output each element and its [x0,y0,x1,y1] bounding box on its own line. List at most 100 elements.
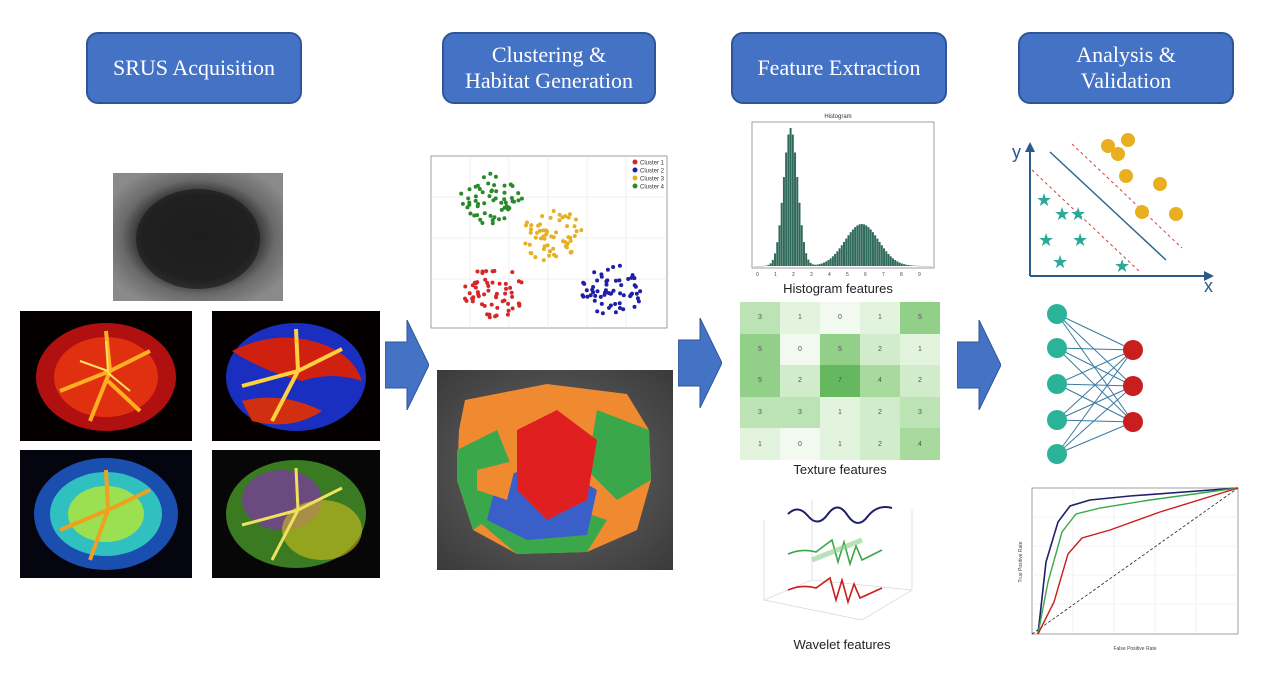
histogram-bar [787,134,790,266]
texture-cell: 1 [820,428,860,460]
texture-cell: 7 [820,365,860,397]
nn-edge [1056,347,1134,351]
scatter-point [503,281,508,286]
stage-box-clustering: Clustering & Habitat Generation [442,32,656,104]
scatter-point [463,296,467,301]
scatter-point [476,292,481,297]
scatter-point [481,175,486,180]
histogram-bar [785,152,788,266]
scatter-point [567,212,572,217]
histogram-bar [771,259,774,266]
scatter-point [489,302,494,307]
scatter-point [545,243,550,248]
scatter-point [509,196,514,200]
scatter-point [538,222,542,227]
srus-density-map [20,311,192,441]
histogram-bar [858,224,861,266]
histogram-bar [838,248,841,266]
scatter-point [551,246,556,251]
scatter-point [495,305,500,310]
histogram-plot: Histogram 0 1 2 3 4 5 6 7 8 9 [736,110,940,280]
nn-edge [1056,349,1134,385]
scatter-point [486,288,491,293]
scatter-point [634,291,639,296]
histogram-bar [905,264,908,266]
scatter-point [572,234,577,238]
scatter-point [605,278,610,283]
scatter-point [600,311,605,316]
scatter-point [585,294,590,299]
histogram-bar [889,256,892,266]
scatter-point [551,209,556,213]
scatter-point [482,201,487,206]
nn-edge [1056,349,1134,421]
histogram-bar [885,251,888,266]
scatter-point [493,196,498,201]
scatter-point [490,280,495,285]
scatter-point [485,280,490,285]
scatter-point [490,269,495,274]
histogram-bar [894,260,897,266]
scatter-point [619,283,624,288]
scatter-point [499,207,504,212]
histogram-bar [876,238,879,266]
histogram-bar [776,242,779,266]
svg-text:8: 8 [900,272,903,278]
texture-cell: 2 [900,365,940,397]
scatter-point [529,227,533,232]
scatter-point [492,183,497,188]
scatter-point [613,310,618,315]
histogram-bar [909,265,912,266]
nn-edge [1056,349,1134,455]
scatter-point [604,282,609,287]
nn-edge [1056,385,1134,421]
scatter-point [613,302,618,306]
scatter-point [505,312,510,317]
scatter-point [626,277,631,281]
histogram-bar [831,256,834,266]
svg-text:★: ★ [1054,204,1070,224]
scatter-point [516,198,521,203]
texture-cell: 1 [820,396,860,429]
nn-edge [1056,313,1134,351]
scatter-point [606,291,611,295]
histogram-bar [834,253,837,266]
scatter-point [509,290,514,295]
caption-texture-features: Texture features [793,462,887,477]
texture-cell: 5 [900,302,940,334]
histogram-bar [869,229,872,266]
texture-cell: 5 [740,365,780,397]
roc-y-label: True Positive Rate [1018,541,1024,582]
svg-text:4: 4 [828,272,831,278]
histogram-bar [780,202,783,266]
scatter-point [618,291,623,296]
scatter-point [500,299,505,304]
scatter-point [480,269,485,274]
histogram-bar [871,232,874,266]
scatter-point [563,244,568,249]
histogram-bar [796,177,799,266]
scatter-point [490,221,495,226]
scatter-point [467,187,472,192]
bmode-ultrasound-image [113,173,283,301]
scatter-point [459,191,464,196]
histogram-bar [860,224,863,266]
srus-velocity-map [20,450,192,578]
scatter-point [541,234,546,239]
svm-classification-plot: y x ★★ ★ ★ ★★ ★ [1012,133,1214,295]
scatter-point [535,230,539,235]
caption-histogram-features: Histogram features [783,281,893,296]
scatter-point [510,306,515,311]
scatter-point [561,239,565,244]
scatter-point [581,280,586,285]
scatter-point [484,269,489,274]
scatter-point [488,213,493,218]
histogram-bar [845,238,848,266]
histogram-bar [767,264,770,266]
texture-cell: 4 [900,428,940,460]
scatter-point [497,217,501,222]
nn-edge [1056,419,1134,423]
scatter-point [460,201,465,206]
scatter-point [617,263,622,268]
scatter-point [529,251,534,256]
